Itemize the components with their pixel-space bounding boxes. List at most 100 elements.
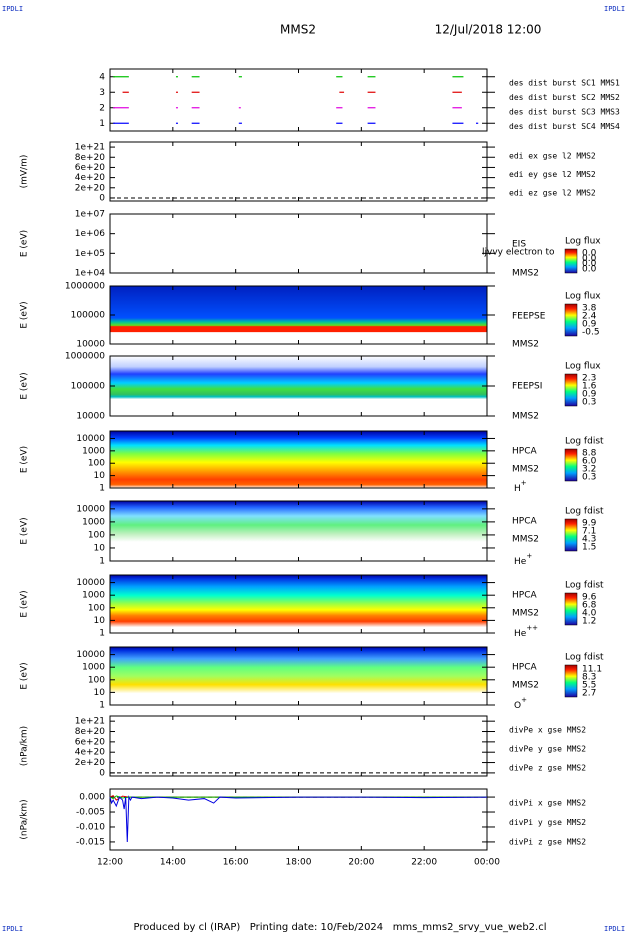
colorbar-label: Log flux (565, 292, 601, 302)
x-tick-label: 18:00 (286, 858, 312, 868)
y-tick-label: 10000 (76, 340, 105, 350)
colorbar-tick-label: 8.8 (582, 449, 597, 459)
corner-label: IPDLI (604, 925, 625, 933)
colorbar-label: Log flux (565, 362, 601, 372)
y-tick-label: 2e+20 (75, 758, 106, 768)
x-tick-label: 14:00 (160, 858, 186, 868)
spacecraft-label: MMS2 (512, 681, 539, 691)
colorbar (564, 248, 578, 274)
colorbar-tick-label: 7.1 (582, 527, 596, 537)
species-label: He+ (514, 552, 532, 567)
colorbar-tick-label: 3.2 (582, 465, 596, 475)
y-tick-label: 8e+20 (75, 153, 106, 163)
y-tick-label: 1000000 (65, 352, 105, 362)
spacecraft-label: MMS2 (512, 269, 539, 279)
y-tick-label: 1000 (82, 517, 105, 527)
legend-entry: divPi y gse MMS2 (509, 818, 586, 827)
y-tick-label: 1000 (82, 663, 105, 673)
colorbar-tick-label: 9.9 (582, 519, 597, 529)
colorbar-tick-label: 6.0 (582, 457, 597, 467)
overlay-note: ljvvy electron to (482, 248, 555, 258)
y-tick-label: 2 (99, 103, 105, 113)
colorbar-tick-label: 6.8 (582, 601, 597, 611)
y-tick-label: 1 (99, 701, 105, 711)
species: He (514, 629, 527, 639)
legend-entry: divPe x gse MMS2 (509, 726, 586, 735)
colorbar-tick-label: 1.5 (582, 543, 596, 553)
colorbar-tick-label: 2.3 (582, 374, 596, 384)
y-tick-label: 0 (99, 768, 105, 778)
colorbar (564, 303, 578, 337)
y-tick-label: 1000 (82, 591, 105, 601)
legend-entry: divPe y gse MMS2 (509, 745, 586, 754)
legend-entry: edi ey gse l2 MMS2 (509, 170, 596, 179)
corner-label: IPDLI (2, 5, 23, 13)
charge: ++ (526, 624, 538, 632)
spectrogram (110, 356, 487, 416)
species: H (514, 484, 521, 494)
y-axis-label: E (eV) (20, 301, 30, 328)
y-axis-label: (nPa/km) (20, 726, 30, 766)
instrument-label: HPCA (512, 663, 537, 673)
species-label: H+ (514, 479, 527, 494)
y-tick-label: 1e+07 (75, 210, 105, 220)
y-tick-label: 100 (88, 459, 105, 469)
colorbar-tick-label: 2.4 (582, 312, 597, 322)
colorbar-tick-label: 2.7 (582, 689, 596, 699)
y-tick-label: 1e+21 (75, 143, 105, 153)
plot-frame (109, 213, 488, 274)
y-tick-label: 1e+21 (75, 717, 105, 727)
legend-entry: divPi z gse MMS2 (509, 838, 586, 847)
x-tick-label: 16:00 (223, 858, 249, 868)
colorbar-tick-label: 8.3 (582, 673, 596, 683)
y-tick-label: 1000000 (65, 282, 105, 292)
corner-label: IPDLI (2, 925, 23, 933)
x-tick-label: 20:00 (348, 858, 374, 868)
y-axis-label: E (eV) (20, 446, 30, 473)
instrument-label: FEEPSE (512, 312, 546, 322)
spectrogram (110, 647, 487, 705)
y-axis-label: E (eV) (20, 372, 30, 399)
title: MMS2 (280, 23, 316, 37)
corner-label: IPDLI (604, 5, 625, 13)
spacecraft-label: MMS2 (512, 412, 539, 422)
y-tick-label: 8e+20 (75, 727, 106, 737)
y-tick-label: 6e+20 (75, 163, 106, 173)
y-tick-label: -0.010 (76, 822, 105, 832)
colorbar-tick-label: 4.0 (582, 609, 597, 619)
instrument-label: HPCA (512, 517, 537, 527)
legend-entry: divPi x gse MMS2 (509, 799, 586, 808)
data-line (109, 795, 488, 842)
y-tick-label: -0.005 (76, 808, 105, 818)
spacecraft-label: MMS2 (512, 340, 539, 350)
y-axis-label: E (eV) (20, 230, 30, 257)
colorbar-tick-label: 0.9 (582, 390, 597, 400)
legend-entry: des dist burst SC3 MMS3 (509, 108, 620, 117)
x-tick-label: 12:00 (97, 858, 123, 868)
y-tick-label: 100 (88, 603, 105, 613)
legend-entry: edi ez gse l2 MMS2 (509, 189, 596, 198)
species: He (514, 557, 527, 567)
instrument-label: EIS (512, 240, 526, 250)
colorbar-tick-label: 0.9 (582, 320, 597, 330)
colorbar-tick-label: 3.8 (582, 304, 597, 314)
y-axis-label: (mV/m) (20, 155, 30, 189)
colorbar-label: Log fdist (565, 507, 604, 517)
y-axis-label: E (eV) (20, 662, 30, 689)
y-tick-label: 1e+05 (75, 249, 105, 259)
spacecraft-label: MMS2 (512, 465, 539, 475)
y-tick-label: 10000 (76, 412, 105, 422)
colorbar-tick-label: 0.3 (582, 473, 596, 483)
y-tick-label: 100000 (71, 382, 106, 392)
legend-entry: edi ex gse l2 MMS2 (509, 152, 596, 161)
colorbar-tick-label: 0.3 (582, 398, 596, 408)
legend-entry: des dist burst SC4 MMS4 (509, 122, 620, 131)
colorbar-label: Log fdist (565, 437, 604, 447)
y-tick-label: -0.015 (76, 837, 105, 847)
colorbar-tick-label: 11.1 (582, 665, 602, 675)
colorbar (564, 664, 578, 698)
colorbar (564, 448, 578, 482)
instrument-label: HPCA (512, 591, 537, 601)
y-tick-label: 100 (88, 530, 105, 540)
